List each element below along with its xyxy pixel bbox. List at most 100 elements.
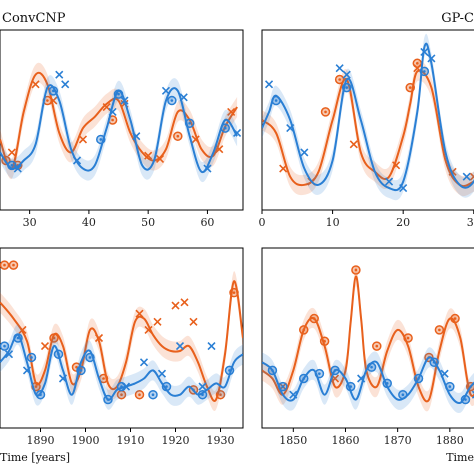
chart1-series1-line [262, 42, 474, 192]
panel-top-left: ConvCNP 30 40 50 60 [0, 11, 244, 229]
chart2-series1-circle-marker-dot [39, 393, 42, 397]
x-tick-label: 30 [23, 216, 37, 229]
x-tick-label: 20 [396, 216, 410, 229]
chart2-series1-circle-marker-dot [16, 336, 20, 340]
chart0-series1-cross-marker [233, 128, 242, 138]
chart3-series0-circle-marker-dot [302, 328, 306, 332]
chart2-series0-circle-marker-dot [3, 263, 6, 267]
chart3-series1-circle-marker-dot [271, 369, 274, 372]
chart2-series1-cross-marker [58, 374, 68, 383]
chart0-series1-cross-marker [55, 70, 64, 79]
plot-area-bottom-left: 1890 1900 1910 1920 1930 [0, 260, 243, 447]
chart0-series0-cross-marker [227, 107, 236, 116]
x-tick-label: 1900 [72, 434, 100, 447]
chart2-series1-cross-marker [22, 366, 32, 375]
chart3-series1-circle-marker-dot [349, 385, 352, 388]
chart1-series0-cross-marker [279, 164, 288, 173]
chart1-series1-cross-marker [264, 80, 274, 89]
chart3-series1-circle-marker-dot [333, 369, 337, 372]
chart1-series0-cross-marker [413, 64, 422, 73]
chart0-series1-circle-marker-dot [52, 89, 55, 93]
chart0-series1-cross-marker [72, 156, 82, 165]
chart1-series1-cross-marker [286, 124, 295, 133]
chart0-series0-circle-marker-dot [176, 134, 180, 138]
chart3-series1-circle-marker-dot [401, 393, 405, 397]
chart1-series1-cross-marker [399, 183, 408, 193]
chart0-series0-circle-marker-dot [46, 99, 49, 102]
chart0-series1-cross-marker [120, 96, 129, 105]
chart0-series0-cross-marker [7, 148, 16, 157]
x-tick-label: 10 [326, 216, 340, 229]
chart2-series0-cross-marker [40, 342, 50, 351]
chart3-series1-cross-marker [289, 390, 298, 399]
chart3-series0-circle-marker-dot [406, 336, 410, 340]
chart1-series0-cross-marker [392, 161, 401, 170]
x-tick-label: 1870 [384, 434, 412, 447]
chart3-series0-circle-marker-dot [354, 268, 358, 272]
chart2-series1-circle-marker-dot [79, 369, 83, 372]
panel-top-right: GP-C 0 10 20 30 [259, 11, 474, 229]
chart3-series1-circle-marker-dot [302, 377, 306, 380]
chart2-series1-cross-marker [4, 350, 14, 359]
chart1-series1-cross-marker [300, 148, 309, 157]
chart3-series1-circle-marker-dot [448, 385, 452, 388]
chart2-series1-circle-marker-dot [151, 393, 155, 397]
panel-bottom-right: 1850 1860 1870 1880 Time [261, 247, 474, 464]
chart3-series1-cross-marker [440, 369, 449, 378]
chart0-series1-cross-marker [132, 132, 141, 141]
chart3-series1-cross-marker [357, 374, 366, 383]
chart2-series1-cross-marker [207, 342, 216, 351]
chart2-series0-circle-marker-dot [219, 393, 222, 397]
panel-title-top-left: ConvCNP [2, 11, 66, 26]
chart2-series1-cross-marker [121, 382, 131, 391]
chart3-series1-circle-marker-dot [432, 361, 436, 364]
x-tick-label: 1860 [331, 434, 359, 447]
chart0-series0-cross-marker [49, 96, 58, 105]
chart2-series1-band [0, 324, 243, 410]
chart2-series0-circle-marker-dot [12, 263, 15, 267]
chart2-series1-circle-marker-dot [201, 393, 204, 397]
chart3-series0-circle-marker-dot [453, 317, 457, 320]
chart2-series1-circle-marker-dot [3, 344, 6, 348]
chart1-series0-circle-marker-dot [415, 62, 419, 65]
chart3-series1-line [262, 356, 474, 405]
chart1-series1-cross-marker [384, 177, 394, 186]
chart1-series1-cross-marker [342, 70, 351, 79]
x-tick-label: 1930 [207, 434, 235, 447]
chart3-series1-circle-marker-dot [417, 377, 420, 380]
chart1-series1-circle-marker-dot [274, 99, 278, 102]
plot-frame-top-left [0, 29, 244, 211]
chart0-series1-cross-marker [203, 164, 212, 173]
chart2-series0-circle-marker-dot [232, 291, 236, 294]
chart2-series1-cross-marker [139, 358, 149, 367]
chart0-series1-cross-marker [13, 164, 22, 173]
x-tick-label: 50 [141, 216, 155, 229]
x-tick-label: 1850 [279, 434, 307, 447]
chart2-series0-cross-marker [153, 317, 162, 326]
chart0-series0-cross-marker [191, 135, 200, 144]
chart2-series1-cross-marker [157, 369, 167, 378]
chart2-series0-circle-marker-dot [120, 393, 123, 397]
chart0-series0-cross-marker [78, 135, 88, 144]
chart0-series1-cross-marker [61, 80, 70, 89]
x-axis-label-bottom-right: Time [446, 451, 474, 464]
chart2-series1-circle-marker-dot [106, 398, 110, 401]
chart1-series0-cross-marker [349, 140, 358, 149]
x-tick-label: 60 [200, 216, 214, 229]
chart2-series0-circle-marker-dot [52, 336, 56, 340]
panel-bottom-left: 1890 1900 1910 1920 1930 Time [years] [0, 247, 244, 464]
chart0-series1-circle-marker-dot [188, 121, 191, 125]
panel-title-top-right: GP-C [441, 11, 474, 26]
plot-area-top-right: 0 10 20 30 [259, 33, 474, 229]
chart0-series1-cross-marker [179, 93, 188, 102]
chart1-series0-circle-marker-dot [338, 78, 341, 81]
x-tick-label: 40 [82, 216, 96, 229]
x-tick-label: 1910 [117, 434, 145, 447]
chart0-series1-circle-marker-dot [170, 99, 174, 102]
chart0-series0-cross-marker [144, 151, 153, 160]
chart2-series1-circle-marker-dot [88, 356, 92, 359]
chart1-series0-circle-marker-dot [408, 86, 412, 89]
chart0-series1-circle-marker-dot [117, 92, 120, 96]
chart2-series1-circle-marker-dot [57, 352, 60, 356]
chart3-series0-circle-marker-dot [312, 317, 316, 320]
